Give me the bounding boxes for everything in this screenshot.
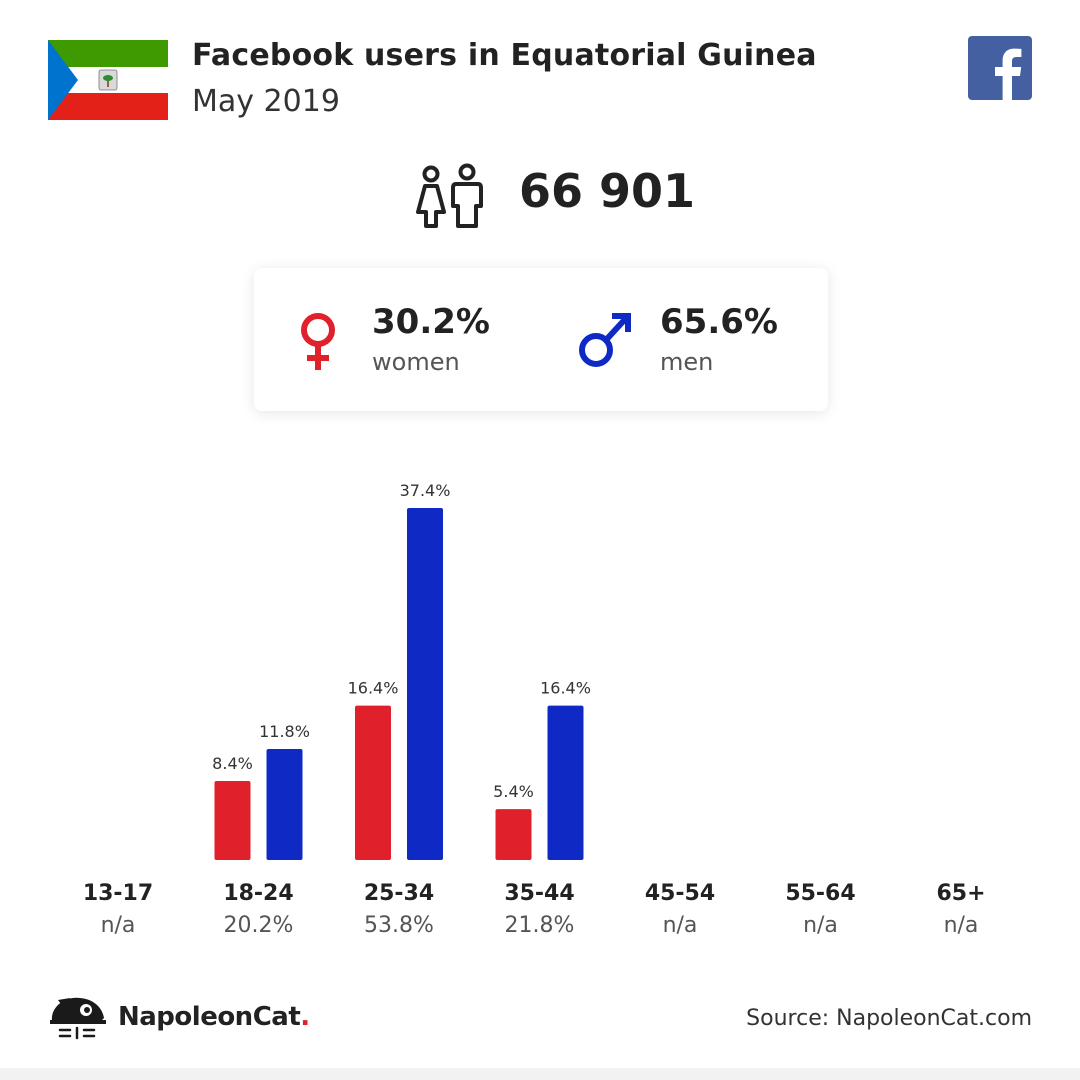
women-bar-25-34 — [355, 705, 391, 860]
age-group-label-25-34: 25-34 — [364, 881, 434, 906]
men-label: men — [660, 348, 714, 376]
footer-divider — [0, 1068, 1080, 1080]
age-group-label-13-17: 13-17 — [83, 881, 153, 906]
women-bar-35-44 — [495, 809, 532, 860]
age-group-total-35-44: 21.8% — [505, 913, 575, 938]
age-group-label-65+: 65+ — [936, 881, 985, 906]
women-value-label-35-44: 5.4% — [493, 782, 534, 801]
users-icon — [416, 163, 483, 228]
women-bar-18-24 — [214, 780, 251, 860]
age-group-total-55-64: n/a — [803, 913, 838, 938]
women-value-label-18-24: 8.4% — [212, 754, 253, 773]
women-label: women — [372, 348, 460, 376]
coat-of-arms-icon — [98, 69, 118, 91]
men-bar-25-34 — [407, 508, 443, 860]
brand-dot: . — [300, 1002, 310, 1032]
age-group-total-45-54: n/a — [663, 913, 698, 938]
men-bar-18-24 — [266, 748, 303, 860]
facebook-icon — [968, 36, 1032, 100]
page-subtitle: May 2019 — [192, 84, 340, 119]
age-group-label-18-24: 18-24 — [223, 881, 293, 906]
age-group-label-35-44: 35-44 — [504, 881, 574, 906]
men-percent: 65.6% — [660, 302, 778, 342]
men-value-label-25-34: 37.4% — [400, 481, 451, 500]
napoleoncat-logo-icon — [50, 997, 106, 1040]
total-users-count: 66 901 — [519, 164, 696, 218]
men-value-label-35-44: 16.4% — [540, 679, 591, 698]
men-value-label-18-24: 11.8% — [259, 722, 310, 741]
women-percent: 30.2% — [372, 302, 490, 342]
male-icon — [579, 313, 631, 367]
women-value-label-25-34: 16.4% — [348, 679, 399, 698]
age-group-label-45-54: 45-54 — [645, 881, 715, 906]
age-gender-bar-chart: 13-17 n/a 8.4% 11.8% 18-24 20.2% 16.4% 37.4% 25-… — [83, 481, 986, 938]
age-group-total-65+: n/a — [944, 913, 979, 938]
female-icon — [301, 313, 335, 370]
brand-name: NapoleonCat. — [118, 1002, 310, 1032]
age-group-total-18-24: 20.2% — [224, 913, 294, 938]
age-group-total-25-34: 53.8% — [364, 913, 434, 938]
gender-summary-card: 30.2% women 65.6% men — [254, 268, 828, 411]
age-group-total-13-17: n/a — [101, 913, 136, 938]
age-group-label-55-64: 55-64 — [785, 881, 855, 906]
equatorial-guinea-flag-icon — [48, 40, 168, 120]
men-bar-35-44 — [547, 705, 584, 860]
source-link[interactable]: Source: NapoleonCat.com — [746, 1006, 1032, 1031]
page-title: Facebook users in Equatorial Guinea — [192, 38, 817, 73]
